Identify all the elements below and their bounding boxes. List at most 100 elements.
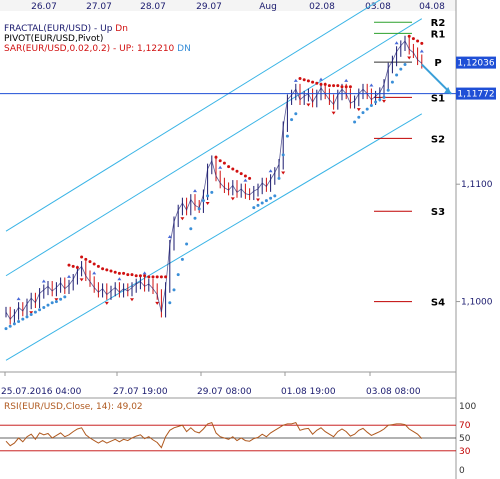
rsi-line	[5, 421, 423, 449]
fractal-down-marker	[382, 99, 386, 103]
fractal-up-marker	[16, 297, 21, 301]
sar-up-dot	[176, 273, 180, 277]
fractal-up-marker	[67, 274, 71, 278]
fractal-down-marker	[281, 171, 286, 175]
price-axis-label: 1,1000	[461, 298, 493, 308]
top-date-label: 04.08	[419, 2, 445, 12]
sar-down-dot	[159, 275, 163, 279]
fractal-up-marker	[92, 271, 97, 275]
sar-up-dot	[260, 201, 264, 205]
sar-down-dot	[239, 172, 243, 176]
rsi-level-label: 70	[459, 421, 471, 431]
sar-up-dot	[168, 301, 172, 305]
sar-up-dot	[33, 310, 37, 314]
price-tag-label: 1,11772	[457, 90, 494, 100]
fractal-up-marker	[117, 277, 122, 281]
top-date-label: 27.07	[86, 2, 112, 12]
sar-up-dot	[386, 88, 390, 92]
sar-down-dot	[105, 268, 109, 272]
sar-down-dot	[311, 80, 315, 84]
sar-down-dot	[134, 274, 138, 278]
sar-down-dot	[84, 257, 88, 261]
fractal-down-marker	[306, 103, 311, 107]
rsi-label: RSI(EUR/USD,Close, 14): 49,02	[4, 402, 143, 412]
sar-down-dot	[117, 271, 121, 275]
rsi-level-label: 0	[459, 466, 465, 476]
forecast-arrow-line	[421, 63, 452, 95]
sar-up-dot	[277, 176, 281, 180]
legend-entry: PIVOT(EUR/USD,Pivot)	[4, 34, 103, 44]
top-date-label: 03.08	[365, 2, 391, 12]
sar-down-dot	[235, 169, 239, 173]
sar-up-dot	[369, 104, 373, 108]
sar-down-dot	[71, 264, 75, 268]
fractal-up-marker	[167, 234, 172, 238]
top-date-label: 29.07	[196, 2, 222, 12]
sar-down-dot	[96, 264, 100, 268]
price-tag-label: 1,12036	[457, 59, 494, 69]
sar-up-dot	[361, 111, 365, 115]
pivot-label-p: P	[434, 58, 441, 69]
time-axis-label: 03.08 08:00	[366, 387, 421, 397]
sar-up-dot	[172, 288, 176, 292]
sar-down-dot	[227, 165, 231, 169]
sar-down-dot	[306, 79, 310, 83]
sar-down-dot	[109, 269, 113, 273]
fractal-down-marker	[155, 301, 160, 305]
sar-up-dot	[54, 300, 58, 304]
sar-down-dot	[113, 270, 117, 274]
sar-up-dot	[382, 95, 386, 99]
sar-up-dot	[63, 295, 67, 299]
sar-up-dot	[4, 327, 8, 331]
sar-down-dot	[411, 37, 415, 41]
fractal-down-marker	[230, 197, 235, 201]
legend-entry: SAR(EUR/USD,0.02,0.2) - UP: 1,12210 DN	[4, 44, 191, 54]
pivot-label-s4: S4	[431, 298, 445, 309]
top-date-label: Aug	[259, 2, 277, 12]
sar-up-dot	[252, 206, 256, 210]
sar-down-dot	[143, 274, 147, 278]
sar-up-dot	[290, 118, 294, 122]
pivot-label-r2: R2	[431, 18, 446, 29]
sar-up-dot	[256, 203, 260, 207]
rsi-level-label: 50	[459, 434, 471, 444]
sar-up-dot	[399, 67, 403, 71]
sar-up-dot	[17, 320, 21, 324]
top-date-label: 28.07	[140, 2, 166, 12]
pivot-label-r1: R1	[431, 29, 446, 40]
sar-down-dot	[323, 82, 327, 86]
fractal-down-marker	[29, 311, 34, 315]
sar-up-dot	[197, 207, 201, 211]
sar-down-dot	[327, 84, 331, 88]
fractal-down-marker	[407, 56, 412, 60]
sar-down-dot	[222, 161, 226, 165]
sar-down-dot	[151, 275, 155, 279]
sar-down-dot	[155, 275, 159, 279]
sar-up-dot	[201, 199, 205, 203]
fractal-down-marker	[104, 301, 109, 305]
sar-up-dot	[21, 317, 25, 321]
sar-down-dot	[336, 84, 340, 88]
fractal-up-marker	[243, 178, 248, 182]
fractal-up-marker	[293, 78, 298, 82]
sar-up-dot	[210, 190, 214, 194]
sar-up-dot	[357, 115, 361, 119]
sar-down-dot	[348, 85, 352, 89]
sar-up-dot	[374, 100, 378, 104]
fractal-down-marker	[54, 298, 59, 302]
rsi-level-label: 30	[459, 447, 471, 457]
sar-down-dot	[243, 174, 247, 178]
fractal-up-marker	[344, 78, 349, 82]
forecast-arrow-head	[444, 86, 452, 94]
fractal-down-marker	[256, 198, 260, 202]
sar-down-dot	[302, 78, 306, 82]
time-axis-label: 29.07 08:00	[197, 387, 252, 397]
fractal-down-marker	[205, 202, 210, 206]
sar-up-dot	[378, 98, 382, 102]
fractal-up-marker	[193, 189, 197, 193]
sar-down-dot	[340, 85, 344, 89]
sar-up-dot	[50, 301, 54, 305]
sar-up-dot	[353, 120, 357, 124]
sar-up-dot	[273, 194, 277, 198]
